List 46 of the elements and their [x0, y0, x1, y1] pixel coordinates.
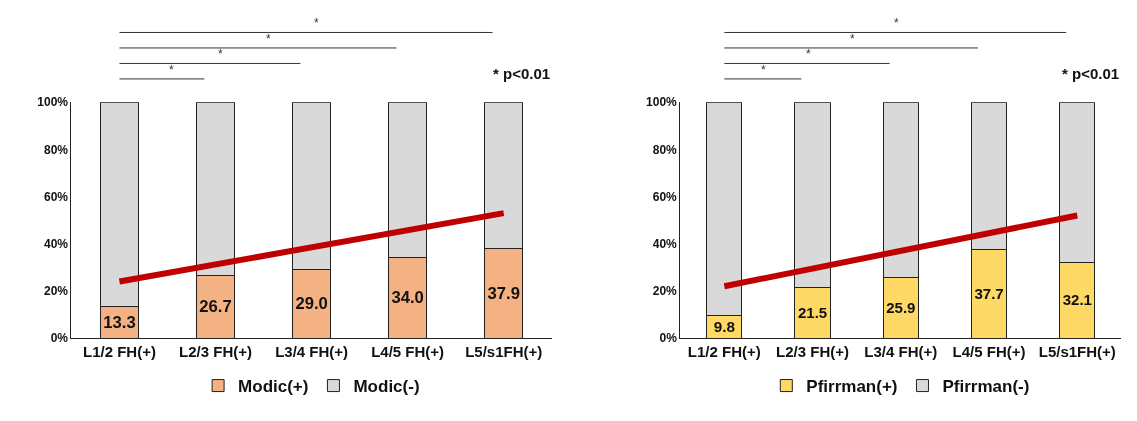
- y-tick-label: 20%: [652, 284, 678, 299]
- text: *: [806, 47, 811, 61]
- x-tick-label: L1/2 FH(+): [83, 343, 156, 361]
- legend-label: Modic(-): [353, 377, 420, 397]
- text: *: [850, 32, 855, 46]
- y-tick-label: 80%: [652, 142, 678, 157]
- x-tick-label: L5/s1FH(+): [465, 343, 543, 361]
- data-label: 13.3: [103, 312, 136, 332]
- y-tick-label: 40%: [44, 236, 69, 251]
- x-tick-label: L2/3 FH(+): [776, 343, 850, 361]
- x-tick-label: L4/5 FH(+): [371, 343, 445, 361]
- y-tick-label: 100%: [646, 95, 678, 110]
- data-label: 9.8: [713, 317, 736, 335]
- text: *: [314, 16, 319, 30]
- x-tick-label: L4/5 FH(+): [952, 343, 1026, 361]
- data-label: 26.7: [199, 297, 232, 317]
- data-label: 37.7: [974, 284, 1004, 302]
- y-tick-label: 80%: [44, 142, 69, 157]
- data-label: 21.5: [797, 303, 828, 321]
- text: *: [894, 16, 899, 30]
- data-label: 25.9: [886, 298, 916, 316]
- y-tick-label: 40%: [652, 236, 678, 251]
- text: *: [218, 47, 223, 61]
- y-tick-label: 20%: [44, 284, 69, 299]
- x-tick-label: L3/4 FH(+): [275, 343, 349, 361]
- text: *: [169, 63, 174, 77]
- y-tick-label: 0%: [659, 331, 678, 346]
- data-label: 29.0: [295, 294, 328, 314]
- text: * p<0.01: [493, 65, 551, 82]
- legend-label: Pfirrman(-): [942, 377, 1030, 397]
- x-tick-label: L5/s1FH(+): [1038, 343, 1116, 361]
- data-label: 32.1: [1062, 291, 1092, 309]
- text: *: [266, 32, 271, 46]
- text: *: [761, 63, 766, 77]
- y-tick-label: 60%: [652, 189, 678, 204]
- y-tick-label: 60%: [44, 189, 69, 204]
- data-label: 37.9: [487, 283, 520, 303]
- x-tick-label: L1/2 FH(+): [687, 343, 761, 361]
- legend-label: Pfirrman(+): [806, 377, 898, 397]
- legend-label: Modic(+): [238, 377, 309, 397]
- x-tick-label: L3/4 FH(+): [864, 343, 938, 361]
- data-label: 34.0: [391, 288, 424, 308]
- x-tick-label: L2/3 FH(+): [179, 343, 252, 361]
- text: * p<0.01: [1062, 65, 1120, 82]
- y-tick-label: 100%: [37, 95, 69, 110]
- y-tick-label: 0%: [50, 331, 69, 346]
